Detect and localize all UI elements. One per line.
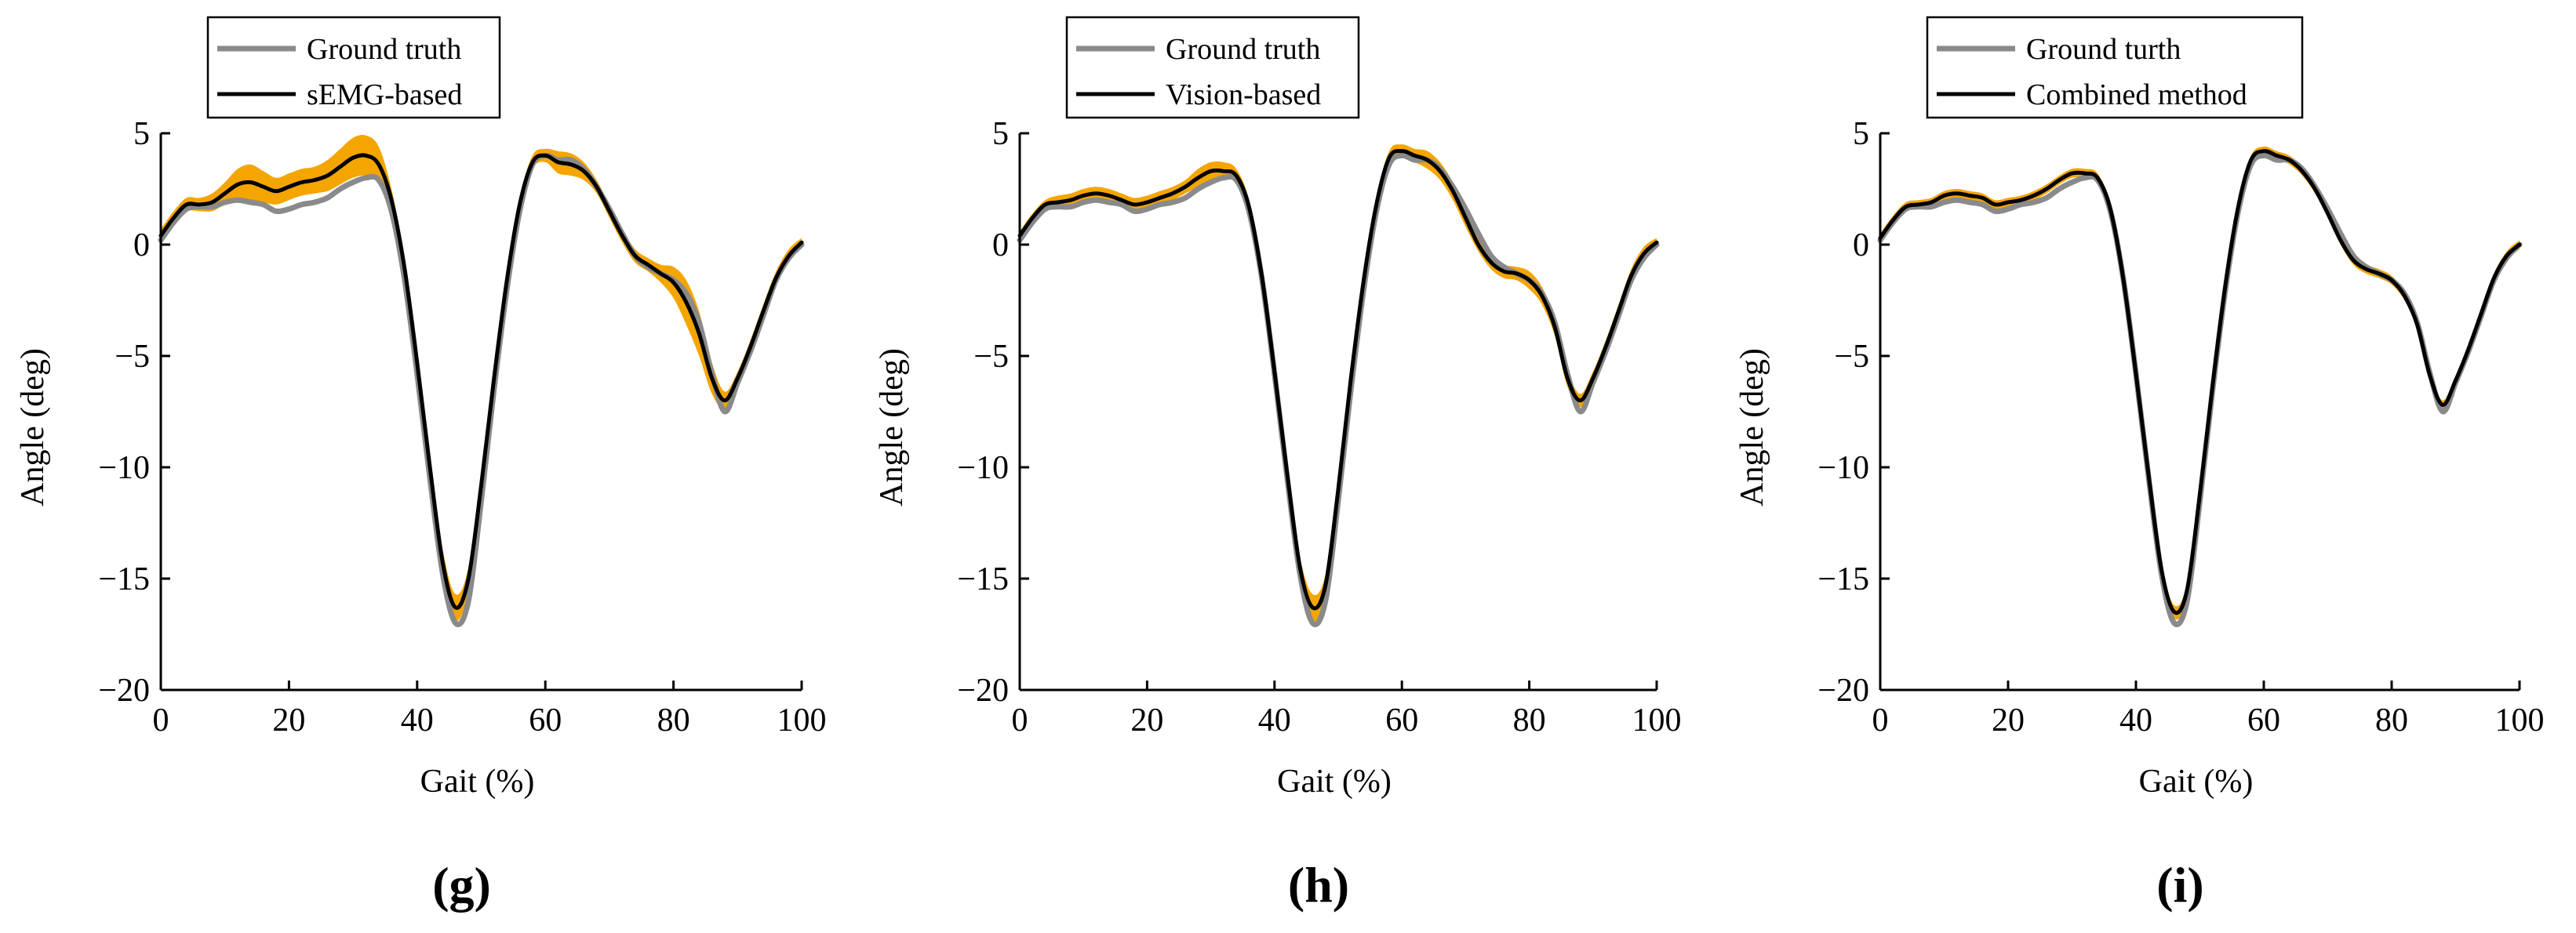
panel-label: (h) xyxy=(1288,857,1349,913)
x-tick-label: 80 xyxy=(2375,702,2408,739)
chart-panel: 0 20 40 60 80 100 5 0 −5 −10 −15 −20 Gait (%) Angle (… xyxy=(1734,16,2545,913)
legend-label: Ground truth xyxy=(1166,33,1320,66)
estimate-line xyxy=(1878,149,2522,615)
y-axis-title: Angle (deg) xyxy=(15,348,51,506)
legend-label: Ground turth xyxy=(2026,33,2181,66)
ground-truth-line xyxy=(1017,152,1660,627)
y-axis-title: Angle (deg) xyxy=(874,348,910,506)
y-tick-label: 5 xyxy=(133,116,150,152)
legend-box xyxy=(1926,16,2304,119)
y-tick-label: −5 xyxy=(115,339,150,375)
panel-label: (i) xyxy=(2156,857,2203,913)
x-tick-label: 100 xyxy=(2495,702,2545,739)
ground-truth-line xyxy=(1877,152,2523,627)
x-tick-label: 40 xyxy=(401,702,434,739)
y-tick-label: 5 xyxy=(1853,116,1869,152)
y-tick-label: 0 xyxy=(1853,227,1869,263)
y-tick-label: 0 xyxy=(133,227,150,263)
x-tick-label: 60 xyxy=(529,702,562,739)
x-tick-label: 0 xyxy=(153,702,169,739)
x-tick-label: 0 xyxy=(1012,702,1028,739)
x-tick-label: 60 xyxy=(2247,702,2280,739)
x-tick-label: 100 xyxy=(777,702,827,739)
panel-label: (g) xyxy=(432,857,491,913)
y-tick-label: 0 xyxy=(992,227,1009,263)
x-tick-label: 80 xyxy=(657,702,690,739)
estimate-line xyxy=(158,153,804,610)
x-tick-label: 20 xyxy=(272,702,305,739)
y-tick-label: −20 xyxy=(1817,673,1869,709)
chart-panel: 0 20 40 60 80 100 5 0 −5 −10 −15 −20 Gait (%) Angle (… xyxy=(874,16,1682,913)
shaded-band xyxy=(161,135,802,622)
x-tick-label: 100 xyxy=(1632,702,1682,739)
ground-truth-line xyxy=(158,152,805,627)
x-tick-label: 20 xyxy=(1130,702,1163,739)
estimate-line xyxy=(1017,149,1659,611)
y-tick-label: −15 xyxy=(957,561,1009,597)
shaded-band xyxy=(1880,146,2520,620)
legend-box xyxy=(206,16,501,119)
y-tick-label: −5 xyxy=(1834,339,1869,375)
x-tick-label: 60 xyxy=(1385,702,1418,739)
x-tick-label: 0 xyxy=(1872,702,1889,739)
x-tick-label: 80 xyxy=(1513,702,1546,739)
shaded-band xyxy=(1020,144,1657,622)
y-tick-label: −10 xyxy=(957,450,1009,486)
legend-label: sEMG-based xyxy=(307,78,462,111)
x-tick-label: 40 xyxy=(2119,702,2152,739)
y-tick-label: 5 xyxy=(992,116,1009,152)
y-tick-label: −20 xyxy=(957,673,1009,709)
legend-label: Combined method xyxy=(2026,78,2247,111)
y-tick-label: −20 xyxy=(98,673,150,709)
chart-panel: 0 20 40 60 80 100 5 0 −5 −10 −15 −20 Gait (%) Angle (… xyxy=(15,16,827,913)
legend-label: Ground truth xyxy=(307,33,461,66)
x-tick-label: 40 xyxy=(1258,702,1291,739)
x-axis-title: Gait (%) xyxy=(1277,764,1392,800)
y-tick-label: −15 xyxy=(1817,561,1869,597)
x-axis-title: Gait (%) xyxy=(2139,764,2254,800)
legend-label: Vision-based xyxy=(1166,78,1321,111)
y-tick-label: −10 xyxy=(1817,450,1869,486)
legend-box xyxy=(1065,16,1360,119)
y-tick-label: −10 xyxy=(98,450,150,486)
y-axis-title: Angle (deg) xyxy=(1734,348,1770,506)
x-tick-label: 20 xyxy=(1992,702,2025,739)
y-tick-label: −5 xyxy=(973,339,1009,375)
y-tick-label: −15 xyxy=(98,561,150,597)
x-axis-title: Gait (%) xyxy=(420,764,535,800)
